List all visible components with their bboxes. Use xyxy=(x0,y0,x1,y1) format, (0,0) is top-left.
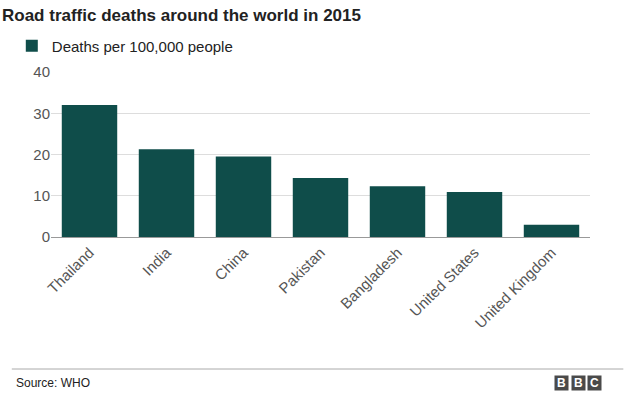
svg-text:Pakistan: Pakistan xyxy=(275,244,328,297)
svg-text:Thailand: Thailand xyxy=(44,244,97,297)
svg-text:Source: WHO: Source: WHO xyxy=(16,376,90,390)
svg-text:United Kingdom: United Kingdom xyxy=(471,244,558,331)
svg-text:United States: United States xyxy=(406,244,482,320)
svg-text:30: 30 xyxy=(33,105,50,122)
svg-text:B: B xyxy=(574,376,583,390)
svg-text:0: 0 xyxy=(42,228,50,245)
svg-text:China: China xyxy=(211,243,251,283)
svg-text:B: B xyxy=(557,376,566,390)
svg-text:Road traffic deaths around the: Road traffic deaths around the world in … xyxy=(2,6,361,25)
svg-text:C: C xyxy=(590,376,599,390)
svg-text:40: 40 xyxy=(33,63,50,80)
svg-text:Deaths per 100,000 people: Deaths per 100,000 people xyxy=(52,38,233,55)
svg-text:Bangladesh: Bangladesh xyxy=(337,244,405,312)
svg-text:20: 20 xyxy=(33,146,50,163)
svg-text:India: India xyxy=(139,243,174,278)
svg-text:10: 10 xyxy=(33,187,50,204)
